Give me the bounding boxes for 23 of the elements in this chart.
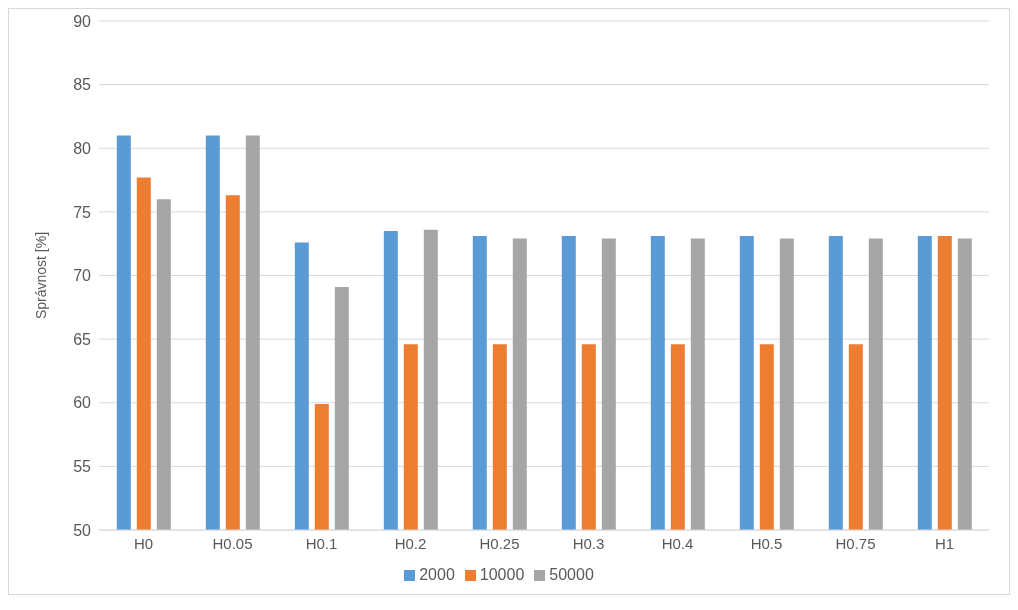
x-tick-label: H0.1 (305, 534, 338, 552)
y-tick-label: 65 (73, 330, 92, 348)
x-tick-label: H0.4 (661, 534, 694, 552)
y-tick-label: 50 (73, 521, 92, 539)
x-tick-label: H1 (934, 534, 955, 552)
y-tick-label: 60 (73, 394, 92, 412)
y-tick-label: 90 (73, 12, 92, 30)
y-tick-label: 85 (73, 76, 92, 94)
y-tick-label: 70 (73, 267, 92, 285)
y-axis-title: Správnost [%] (32, 231, 49, 320)
x-tick-label: H0.25 (479, 534, 520, 552)
x-tick-label: H0.3 (572, 534, 605, 552)
legend-label: 2000 (419, 566, 455, 583)
x-tick-label: H0.5 (750, 534, 783, 552)
x-tick-label: H0.75 (835, 534, 876, 552)
y-tick-label: 55 (73, 458, 92, 476)
legend-label: 50000 (549, 566, 594, 583)
y-tick-label: 80 (73, 139, 92, 157)
y-tick-label: 75 (73, 203, 92, 221)
legend-label: 10000 (479, 566, 525, 583)
x-tick-label: H0.05 (212, 534, 253, 552)
x-tick-label: H0 (133, 534, 154, 552)
x-tick-label: H0.2 (394, 534, 427, 552)
